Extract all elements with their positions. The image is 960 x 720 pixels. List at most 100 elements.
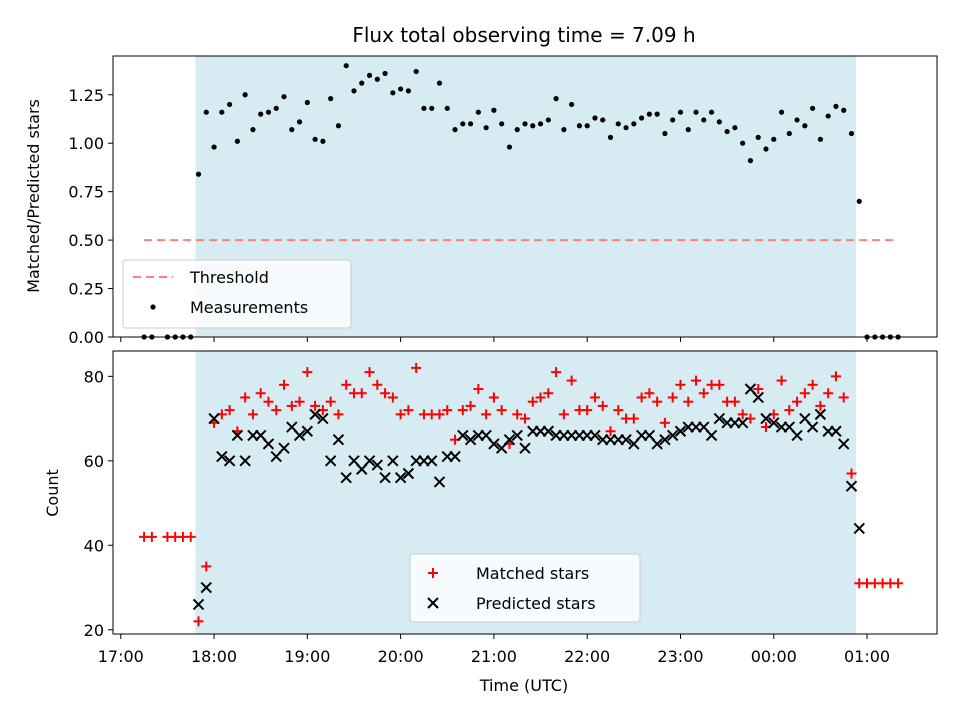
- matched-star-point: [286, 400, 297, 411]
- matched-star-point: [698, 388, 709, 399]
- legend-threshold-label: Threshold: [189, 268, 269, 287]
- measurement-point: [467, 121, 474, 127]
- predicted-star-point: [231, 429, 244, 442]
- matched-star-point: [636, 392, 647, 403]
- chart-title: Flux total observing time = 7.09 h: [352, 23, 695, 47]
- measurement-point: [771, 136, 777, 142]
- xlabel: Time (UTC): [479, 676, 568, 695]
- measurement-point: [483, 125, 489, 131]
- matched-star-point: [193, 616, 204, 627]
- predicted-star-point: [830, 425, 842, 437]
- measurement-point: [203, 109, 209, 115]
- predicted-star-point: [379, 472, 391, 484]
- measurement-point: [802, 123, 808, 129]
- measurement-point: [817, 136, 823, 142]
- matched-star-point: [224, 405, 235, 416]
- measurement-point: [708, 109, 715, 115]
- measurement-point: [600, 117, 606, 123]
- measurement-point: [576, 123, 583, 129]
- measurement-point: [289, 127, 295, 133]
- measurement-point: [864, 334, 870, 340]
- matched-star-point: [753, 384, 764, 395]
- measurement-point: [561, 127, 567, 133]
- measurement-point: [304, 99, 310, 106]
- measurement-point: [296, 119, 303, 125]
- predicted-star-point: [791, 429, 803, 442]
- matched-star-point: [333, 409, 344, 420]
- measurement-point: [677, 109, 684, 115]
- matched-star-point: [784, 405, 795, 416]
- measurement-point: [841, 107, 847, 113]
- predicted-star-point: [488, 438, 500, 450]
- matched-star-point: [675, 379, 686, 390]
- predicted-star-point: [760, 412, 772, 425]
- measurement-point: [685, 127, 691, 133]
- matched-star-point: [893, 578, 904, 589]
- matched-star-point: [341, 379, 352, 390]
- legend-matched-label: Matched stars: [476, 564, 589, 583]
- matched-star-point: [442, 405, 453, 416]
- matched-star-point: [473, 384, 484, 395]
- x-tick-label: 22:00: [564, 647, 610, 666]
- matched-star-point: [566, 375, 577, 386]
- measurement-point: [646, 111, 652, 117]
- predicted-star-point: [426, 455, 438, 467]
- measurement-point: [693, 109, 699, 115]
- x-tick-label: 18:00: [191, 647, 237, 666]
- matched-star-point: [830, 371, 841, 382]
- matched-star-point: [364, 367, 375, 378]
- x-tick-label: 00:00: [751, 647, 797, 666]
- matched-star-point: [488, 392, 499, 403]
- x-tick-label: 20:00: [378, 647, 424, 666]
- y-tick-label: 0.75: [68, 183, 104, 202]
- predicted-star-point: [674, 425, 687, 437]
- predicted-star-point: [806, 421, 819, 433]
- matched-star-point: [605, 426, 616, 437]
- measurement-point: [390, 90, 396, 96]
- matched-star-point: [823, 388, 834, 399]
- measurement-point: [825, 113, 831, 119]
- matched-star-point: [644, 388, 655, 399]
- measurement-point: [374, 76, 380, 82]
- measurement-point: [848, 130, 855, 137]
- predicted-star-point: [394, 472, 407, 484]
- predicted-star-point: [589, 429, 601, 442]
- measurement-point: [615, 121, 621, 127]
- matched-star-point: [691, 375, 702, 386]
- bottom-legend: Matched stars Predicted stars: [409, 553, 641, 623]
- measurement-point: [499, 121, 505, 127]
- measurement-point: [436, 80, 443, 86]
- top-ylabel: Matched/Predicted stars: [24, 99, 43, 293]
- measurement-point: [778, 109, 785, 115]
- measurement-point: [763, 146, 769, 152]
- matched-star-point: [729, 396, 740, 407]
- matched-star-point: [838, 392, 849, 403]
- matched-star-point: [395, 409, 406, 420]
- matched-star-point: [481, 409, 492, 420]
- matched-star-point: [527, 396, 538, 407]
- matched-star-point: [543, 388, 554, 399]
- measurement-point: [569, 101, 575, 108]
- matched-star-point: [457, 405, 468, 416]
- predicted-star-point: [845, 480, 858, 492]
- predicted-star-point: [814, 408, 827, 421]
- matched-star-point: [589, 392, 600, 403]
- predicted-star-point: [332, 433, 345, 446]
- predicted-star-point: [317, 412, 329, 425]
- matched-star-point: [659, 417, 670, 428]
- matched-star-point: [263, 396, 274, 407]
- matched-star-point: [667, 392, 678, 403]
- predicted-star-point: [293, 429, 306, 442]
- predicted-star-point: [853, 522, 865, 535]
- matched-star-point: [776, 375, 787, 386]
- measurement-point: [747, 158, 754, 164]
- predicted-star-point: [449, 450, 461, 463]
- predicted-star-point: [363, 455, 376, 467]
- predicted-star-point: [705, 429, 718, 442]
- legend-predicted-label: Predicted stars: [476, 594, 596, 613]
- matched-star-point: [411, 362, 422, 373]
- y-tick-label: 80: [84, 367, 104, 386]
- legend-measurement-label: Measurements: [190, 298, 308, 317]
- measurement-point: [716, 119, 722, 125]
- x-tick-label: 19:00: [284, 647, 330, 666]
